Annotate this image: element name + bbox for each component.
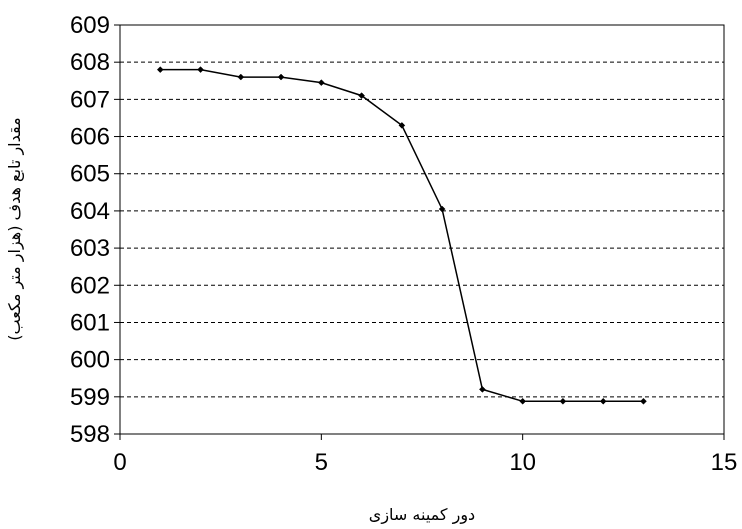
- y-tick-label: 606: [70, 124, 110, 151]
- data-point: [317, 79, 325, 86]
- y-tick-label: 609: [70, 12, 110, 39]
- x-tick-label: 0: [113, 449, 126, 476]
- data-point: [438, 205, 446, 213]
- y-tick-label: 599: [70, 384, 110, 411]
- x-axis-label: دور کمینه سازی: [369, 505, 475, 525]
- data-point: [398, 122, 406, 129]
- x-tick-label: 15: [711, 449, 738, 476]
- gridlines: [120, 61, 724, 398]
- data-point: [640, 397, 647, 405]
- y-tick-label: 598: [70, 421, 110, 448]
- y-tick-label: 602: [70, 272, 110, 299]
- data-point: [519, 397, 527, 405]
- y-tick-label: 604: [70, 198, 110, 225]
- data-point: [277, 73, 285, 81]
- y-axis-label: مقدار تابع هدف (هزار متر مکعب): [5, 117, 25, 340]
- data-point: [237, 73, 245, 81]
- plot-area: [119, 24, 725, 435]
- data-point: [358, 92, 365, 99]
- y-tick-label: 600: [70, 347, 110, 374]
- data-point: [479, 386, 486, 393]
- y-tick-label: 607: [70, 86, 110, 113]
- data-point: [197, 66, 204, 73]
- data-point: [599, 397, 607, 405]
- tick-labels: 598 599 600 601 602 603 604 605 606 607 608 609 0 5 10…: [70, 12, 737, 476]
- x-tick-label: 5: [315, 449, 328, 476]
- y-tick-label: 605: [70, 161, 110, 188]
- series-layer: [156, 66, 647, 405]
- y-tick-label: 608: [70, 49, 110, 76]
- x-tick-label: 10: [509, 449, 536, 476]
- y-tick-label: 603: [70, 235, 110, 262]
- axes: [114, 24, 725, 440]
- y-tick-label: 601: [70, 309, 110, 336]
- data-point: [156, 66, 164, 73]
- data-point: [559, 397, 567, 405]
